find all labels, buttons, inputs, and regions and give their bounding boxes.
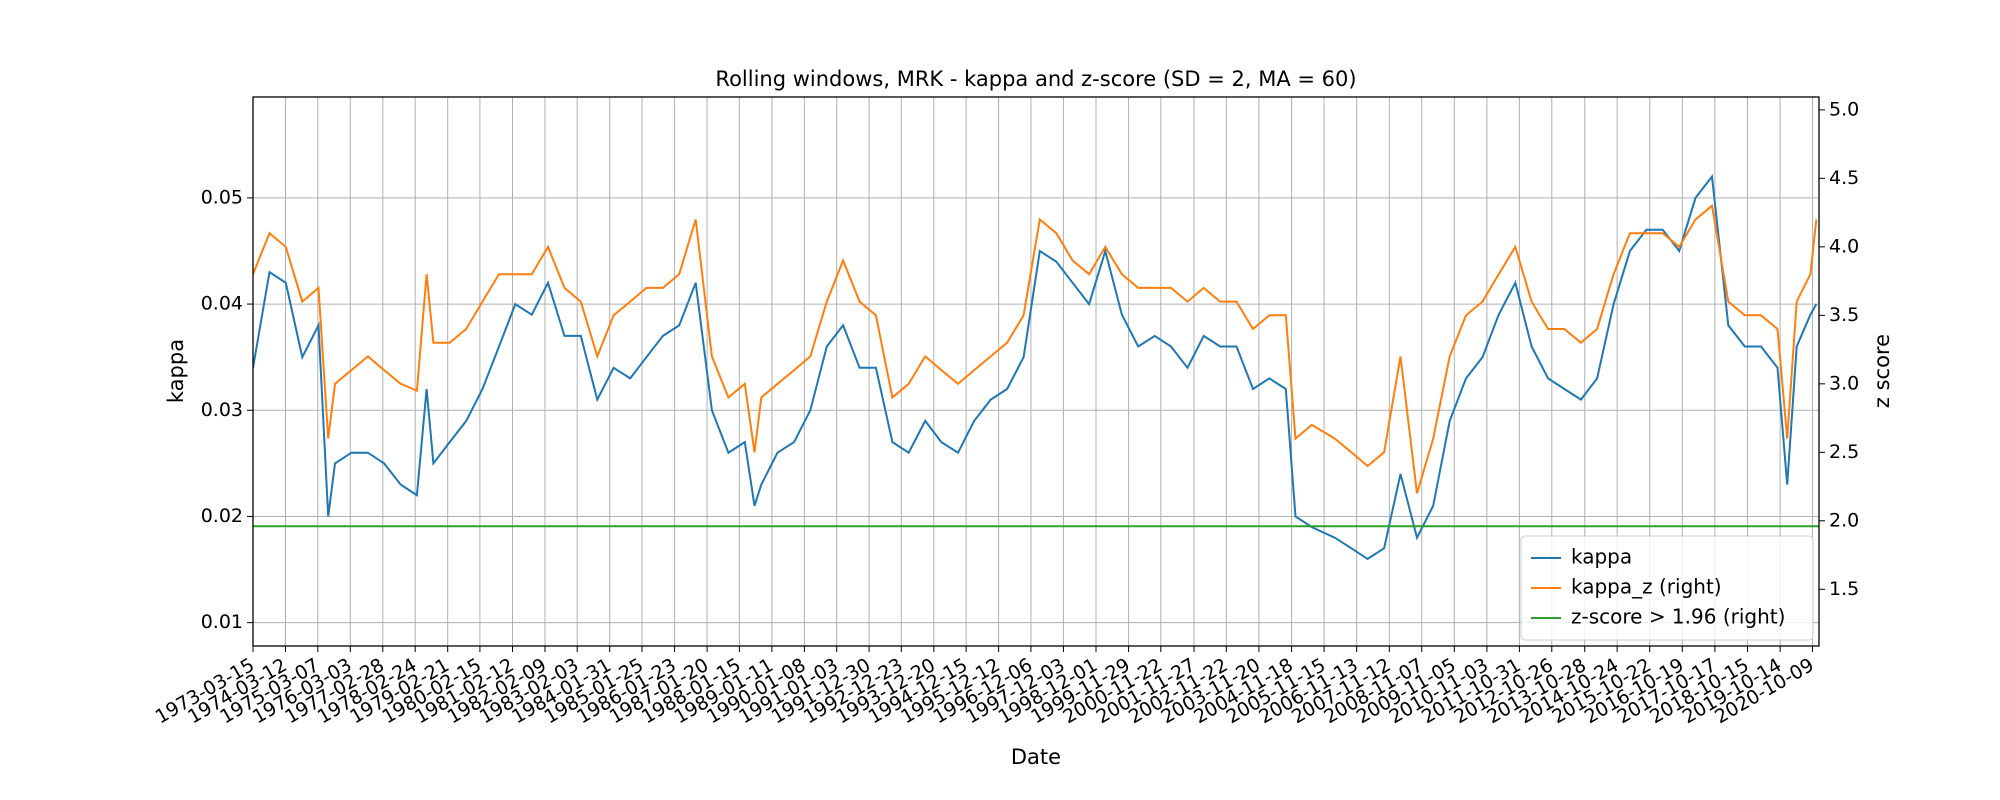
legend-box [1520,535,1814,641]
y2-tick-label: 5.0 [1829,98,1859,120]
series-line [253,203,1818,494]
y-tick-label: 0.05 [201,186,243,208]
series-line [253,174,1818,561]
y2-tick-label: 4.0 [1829,235,1859,257]
legend-label: kappa_z (right) [1571,575,1722,599]
y-tick-label: 0.04 [201,293,243,315]
legend-label: kappa [1571,545,1632,569]
y-tick-label: 0.02 [201,505,243,527]
y-tick-label: 0.01 [201,611,243,633]
y2-axis-label: z score [1870,334,1894,408]
y2-tick-label: 4.5 [1829,167,1859,189]
legend-label: z-score > 1.96 (right) [1571,605,1785,629]
plot-lines [253,174,1819,561]
y-tick-label: 0.03 [201,399,243,421]
y2-tick-label: 2.5 [1829,441,1859,463]
chart-title: Rolling windows, MRK - kappa and z-score… [715,67,1356,91]
y-axis-label: kappa [164,339,188,403]
y2-tick-label: 2.0 [1829,509,1859,531]
y2-tick-label: 3.0 [1829,372,1859,394]
y2-tick-label: 3.5 [1829,304,1859,326]
x-axis-label: Date [1011,745,1061,769]
plot-frame [252,96,1820,647]
y2-tick-label: 1.5 [1829,578,1859,600]
